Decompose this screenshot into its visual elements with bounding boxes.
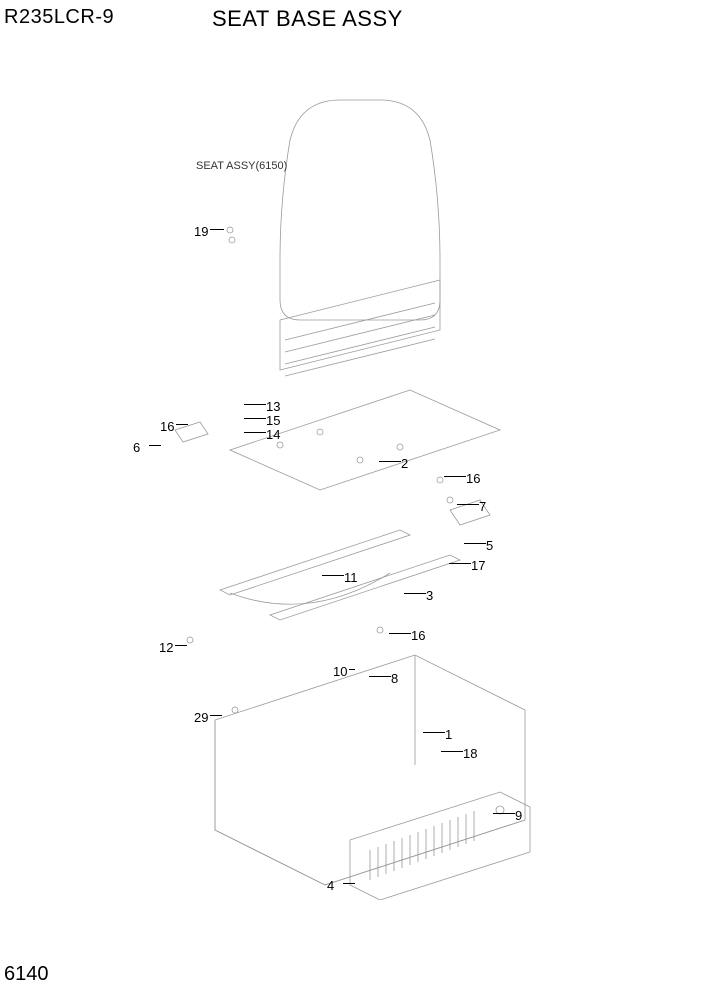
callout-16: 16 <box>411 628 425 643</box>
callout-leader <box>444 476 466 477</box>
callout-29: 29 <box>194 710 208 725</box>
callout-2: 2 <box>401 456 408 471</box>
callout-5: 5 <box>486 538 493 553</box>
callout-19: 19 <box>194 224 208 239</box>
callout-7: 7 <box>479 499 486 514</box>
callout-15: 15 <box>266 413 280 428</box>
diagram-svg <box>120 80 590 900</box>
callout-leader <box>493 813 515 814</box>
callout-leader <box>404 593 426 594</box>
callout-14: 14 <box>266 427 280 442</box>
callout-1: 1 <box>445 727 452 742</box>
page-title: SEAT BASE ASSY <box>212 6 403 32</box>
exploded-diagram <box>120 80 590 900</box>
callout-10: 10 <box>333 664 347 679</box>
callout-leader <box>322 575 344 576</box>
callout-leader <box>343 883 355 884</box>
callout-17: 17 <box>471 558 485 573</box>
callout-6: 6 <box>133 440 140 455</box>
callout-leader <box>349 669 355 670</box>
callout-leader <box>441 751 463 752</box>
model-code: R235LCR-9 <box>4 6 114 29</box>
callout-leader <box>244 432 266 433</box>
callout-leader <box>210 715 222 716</box>
callout-leader <box>389 633 411 634</box>
callout-11: 11 <box>344 570 358 585</box>
callout-leader <box>244 404 266 405</box>
callout-leader <box>175 645 187 646</box>
callout-leader <box>464 543 486 544</box>
callout-9: 9 <box>515 808 522 823</box>
callout-leader <box>149 445 161 446</box>
callout-12: 12 <box>159 640 173 655</box>
callout-leader <box>423 732 445 733</box>
callout-leader <box>449 563 471 564</box>
callout-leader <box>379 461 401 462</box>
callout-3: 3 <box>426 588 433 603</box>
page-number: 6140 <box>4 963 49 986</box>
callout-4: 4 <box>327 878 334 893</box>
seat-assy-reference-label: SEAT ASSY(6150) <box>196 160 287 172</box>
callout-leader <box>369 676 391 677</box>
callout-16: 16 <box>466 471 480 486</box>
callout-8: 8 <box>391 671 398 686</box>
callout-18: 18 <box>463 746 477 761</box>
callout-leader <box>210 229 224 230</box>
callout-16: 16 <box>160 419 174 434</box>
callout-leader <box>176 424 188 425</box>
callout-leader <box>244 418 266 419</box>
callout-leader <box>457 504 479 505</box>
callout-13: 13 <box>266 399 280 414</box>
